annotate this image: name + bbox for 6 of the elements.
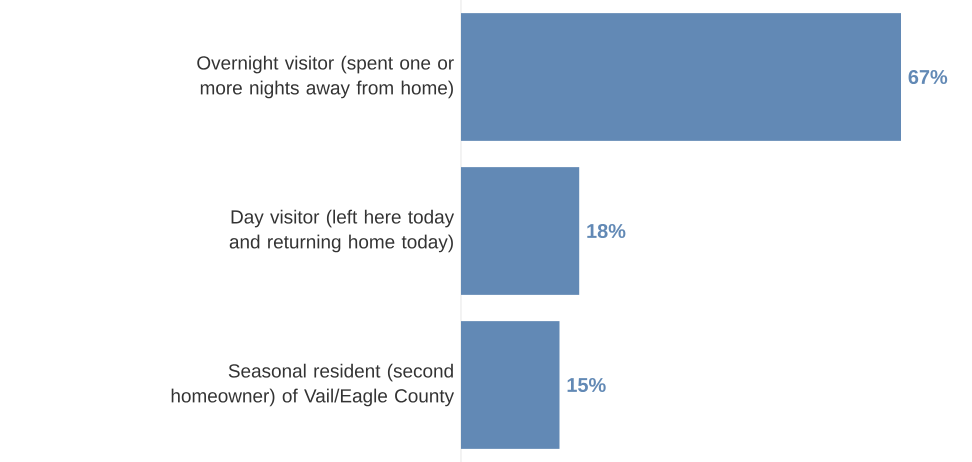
data-label: 18%: [587, 224, 626, 238]
y-tick-label: Overnight visitor (spent one or more nights away from home): [197, 56, 454, 98]
y-tick-label: Day visitor (left here today and returning home today): [230, 210, 454, 252]
data-label: 67%: [908, 70, 948, 84]
data-label: 15%: [568, 378, 606, 392]
y-tick-label: Seasonal resident (second homeowner) of Vail/Eagle County: [172, 364, 454, 406]
